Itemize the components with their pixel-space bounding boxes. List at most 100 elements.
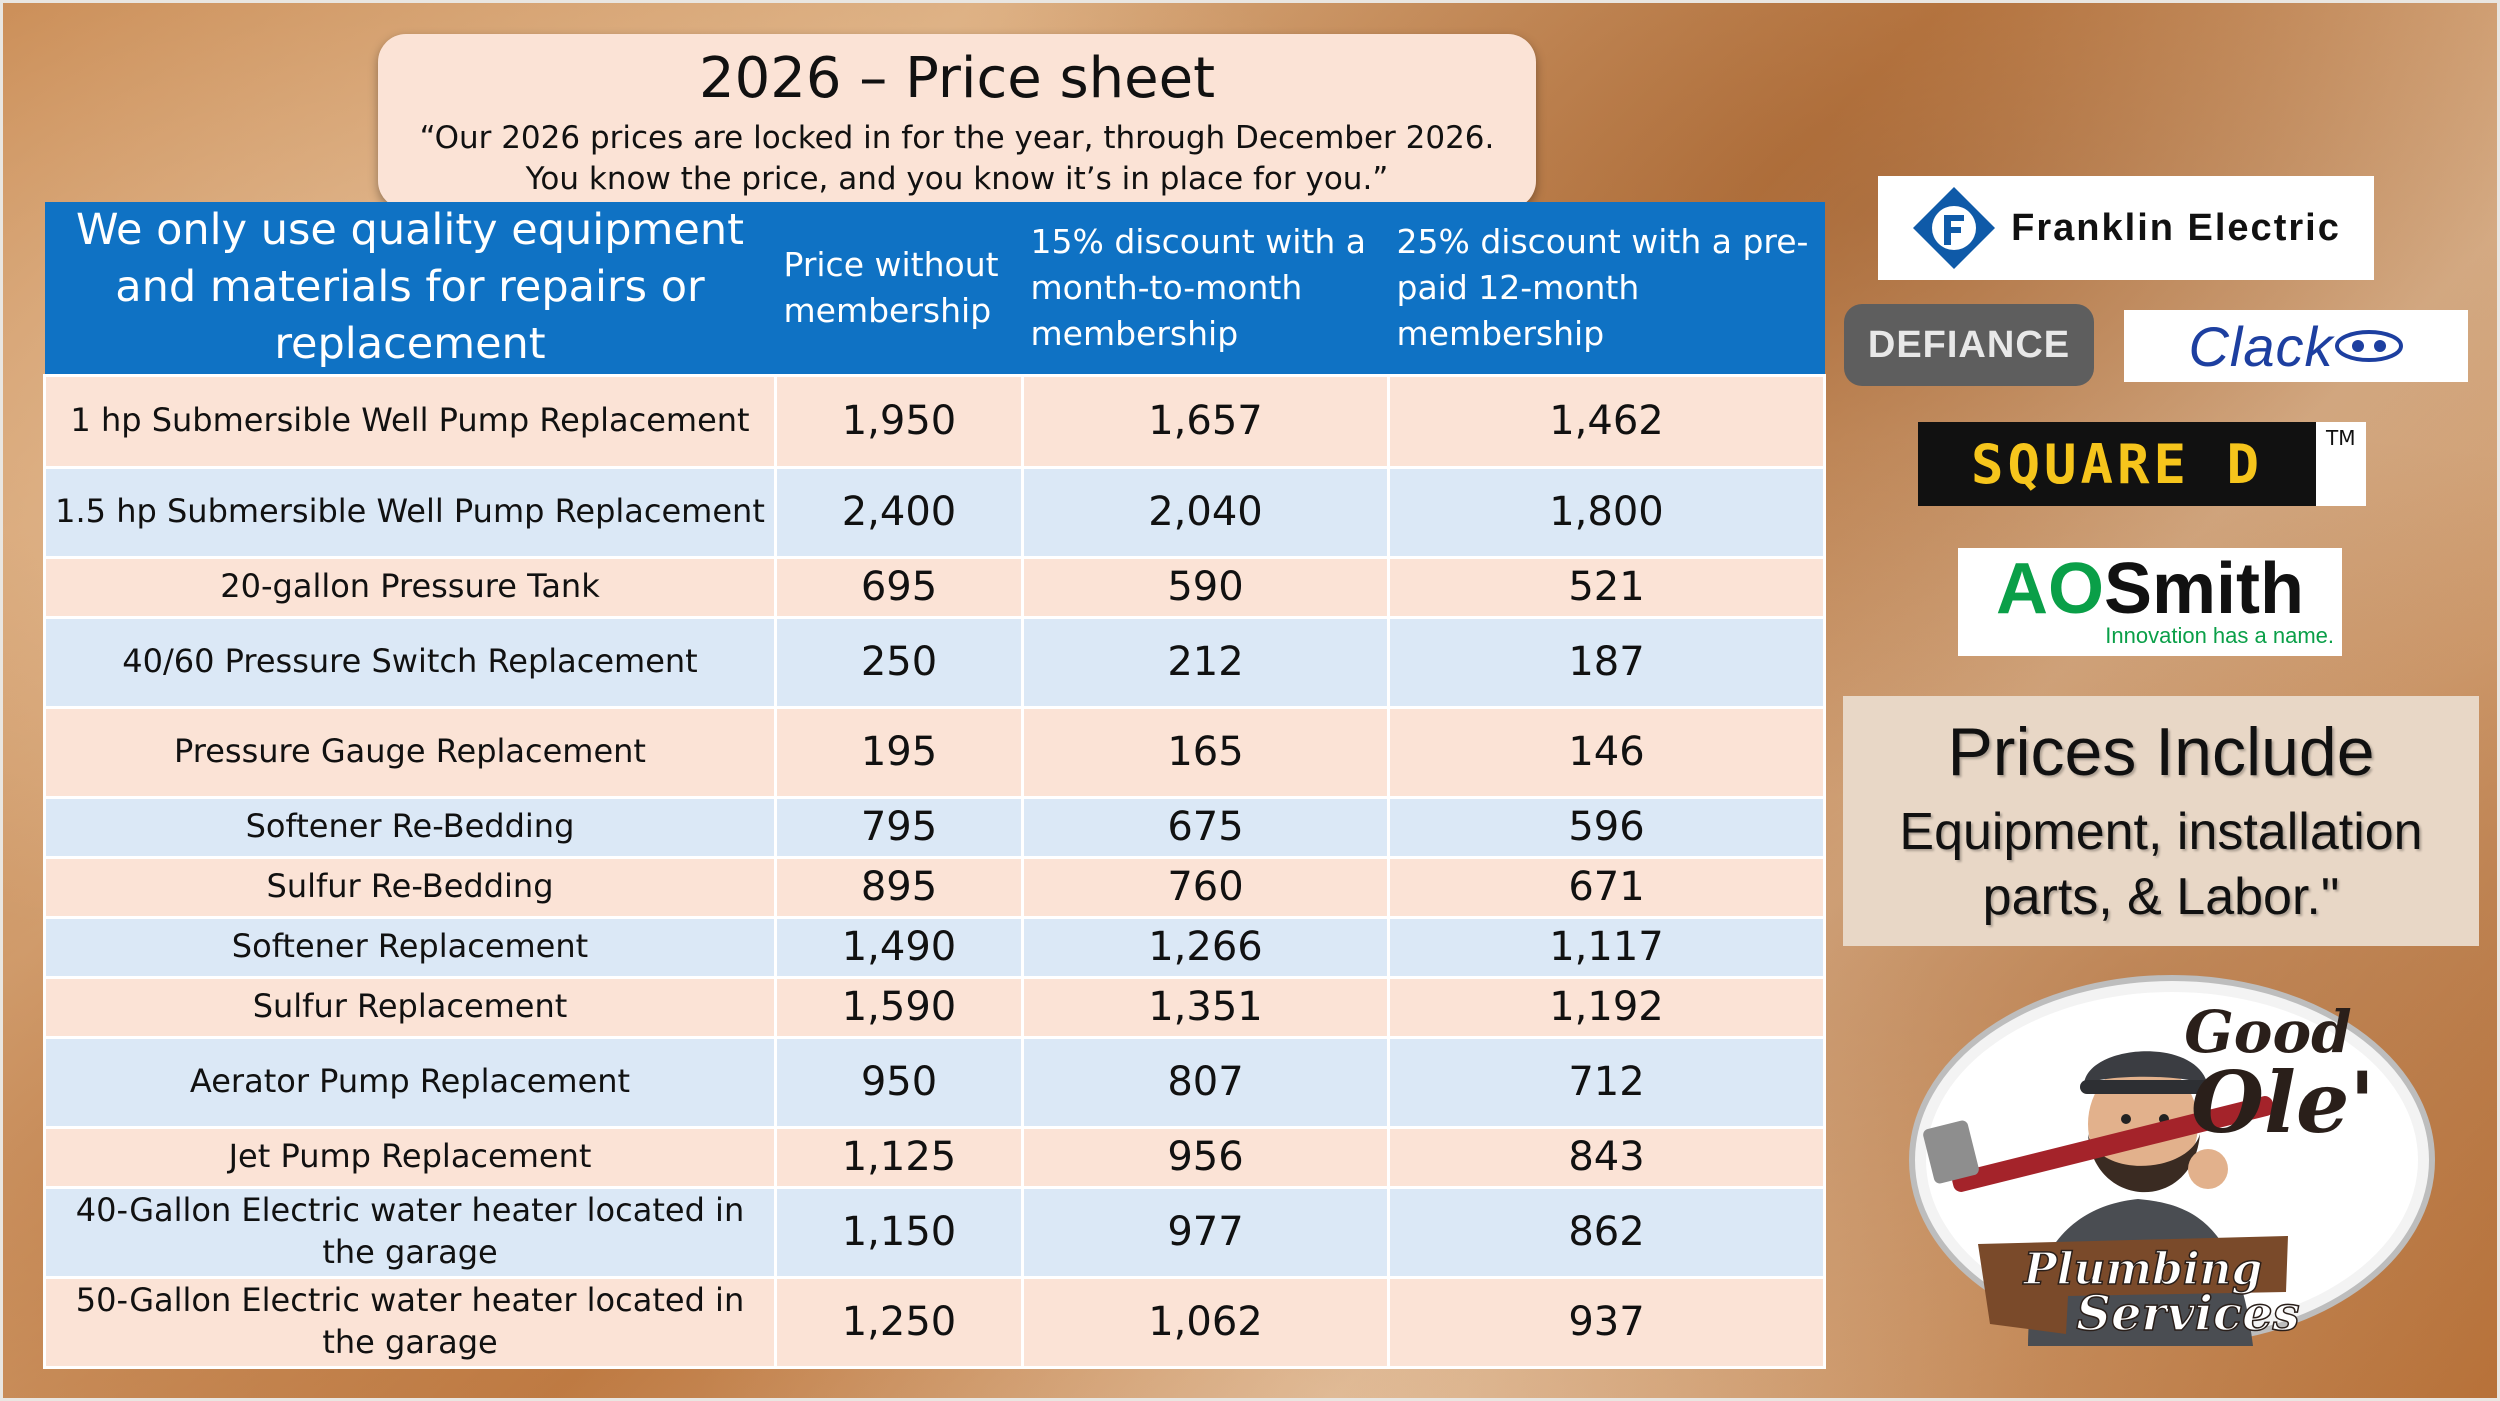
price-cell: 1,150 — [774, 1185, 1024, 1279]
price-cell: 1,250 — [774, 1275, 1024, 1369]
service-cell: 20-gallon Pressure Tank — [43, 555, 777, 619]
service-cell: 1.5 hp Submersible Well Pump Replacement — [43, 465, 777, 559]
service-cell: Sulfur Replacement — [43, 975, 777, 1039]
title-box: 2026 – Price sheet “Our 2026 prices are … — [378, 34, 1536, 209]
monthly-price-cell: 807 — [1021, 1035, 1390, 1129]
prices-include-body: Equipment, installation parts, & Labor." — [1843, 800, 2479, 930]
price-cell: 695 — [774, 555, 1024, 619]
service-cell: 40/60 Pressure Switch Replacement — [43, 615, 777, 709]
table-row: Sulfur Replacement 1,590 1,351 1,192 — [43, 975, 1826, 1039]
monthly-price-cell: 760 — [1021, 855, 1390, 919]
trademark-mark: TM — [2326, 426, 2356, 450]
service-cell: Pressure Gauge Replacement — [43, 705, 777, 799]
table-row: 20-gallon Pressure Tank 695 590 521 — [43, 555, 1826, 619]
monthly-price-cell: 675 — [1021, 795, 1390, 859]
service-cell: 1 hp Submersible Well Pump Replacement — [43, 373, 777, 469]
prepaid-price-cell: 862 — [1387, 1185, 1826, 1279]
monthly-price-cell: 165 — [1021, 705, 1390, 799]
table-header-row: We only use quality equipment and materi… — [44, 202, 1825, 376]
monthly-price-cell: 977 — [1021, 1185, 1390, 1279]
prices-include-heading: Prices Include — [1947, 714, 2375, 790]
table-row: Softener Re-Bedding 795 675 596 — [43, 795, 1826, 859]
prepaid-price-cell: 596 — [1387, 795, 1826, 859]
service-cell: 40-Gallon Electric water heater located … — [43, 1185, 777, 1279]
square-d-badge: SQUARE D — [1918, 422, 2316, 506]
prepaid-price-cell: 1,117 — [1387, 915, 1826, 979]
prepaid-price-cell: 521 — [1387, 555, 1826, 619]
ao-text: AO — [1995, 548, 2104, 629]
column-header-service: We only use quality equipment and materi… — [44, 202, 776, 376]
prepaid-price-cell: 1,800 — [1387, 465, 1826, 559]
prepaid-price-cell: 671 — [1387, 855, 1826, 919]
table-row: Pressure Gauge Replacement 195 165 146 — [43, 705, 1826, 799]
quote-line-2: You know the price, and you know it’s in… — [525, 161, 1389, 198]
table-row: 1 hp Submersible Well Pump Replacement 1… — [43, 373, 1826, 469]
price-cell: 1,950 — [774, 373, 1024, 469]
company-word-ole: Ole' — [2191, 1053, 2375, 1152]
ao-smith-wordmark: AOSmith — [1996, 553, 2304, 625]
smith-text: Smith — [2103, 548, 2304, 629]
table-row: 1.5 hp Submersible Well Pump Replacement… — [43, 465, 1826, 559]
table-row: Jet Pump Replacement 1,125 956 843 — [43, 1125, 1826, 1189]
monthly-price-cell: 2,040 — [1021, 465, 1390, 559]
price-cell: 895 — [774, 855, 1024, 919]
prepaid-price-cell: 1,462 — [1387, 373, 1826, 469]
company-word-good: Good — [2184, 998, 2351, 1066]
service-cell: 50-Gallon Electric water heater located … — [43, 1275, 777, 1369]
column-header-prepaid: 25% discount with a pre-paid 12-month me… — [1388, 202, 1825, 376]
quote-line-1: “Our 2026 prices are locked in for the y… — [419, 119, 1495, 156]
monthly-price-cell: 1,266 — [1021, 915, 1390, 979]
price-cell: 195 — [774, 705, 1024, 799]
price-cell: 795 — [774, 795, 1024, 859]
prices-include-line-1: Equipment, installation — [1899, 803, 2423, 861]
price-cell: 1,125 — [774, 1125, 1024, 1189]
pipe-wrench-icon — [1923, 1096, 2274, 1192]
page-title: 2026 – Price sheet — [698, 46, 1216, 111]
prices-include-line-2: parts, & Labor." — [1982, 868, 2340, 926]
table-row: 40/60 Pressure Switch Replacement 250 21… — [43, 615, 1826, 709]
franklin-diamond-icon — [1913, 187, 1996, 269]
table-row: 50-Gallon Electric water heater located … — [43, 1275, 1826, 1369]
company-logo-badge: Good Ole' Plumbing Services — [1909, 975, 2435, 1346]
service-cell: Sulfur Re-Bedding — [43, 855, 777, 919]
square-d-text: SQUARE D — [1970, 432, 2264, 496]
monthly-price-cell: 212 — [1021, 615, 1390, 709]
monthly-price-cell: 1,062 — [1021, 1275, 1390, 1369]
clack-logo: Clack — [2124, 310, 2468, 382]
wood-sign-icon — [1978, 1236, 2288, 1334]
column-header-price: Price without membership — [775, 202, 1023, 376]
prepaid-price-cell: 187 — [1387, 615, 1826, 709]
prepaid-price-cell: 937 — [1387, 1275, 1826, 1369]
price-lock-quote: “Our 2026 prices are locked in for the y… — [378, 118, 1536, 202]
column-header-monthly: 15% discount with a month-to-month membe… — [1022, 202, 1389, 376]
company-word-services: Services — [2076, 1286, 2299, 1342]
price-cell: 1,490 — [774, 915, 1024, 979]
clack-text: Clack — [2188, 314, 2334, 378]
price-cell: 950 — [774, 1035, 1024, 1129]
prices-include-box: Prices Include Equipment, installation p… — [1843, 696, 2479, 946]
company-word-plumbing: Plumbing — [2022, 1244, 2263, 1295]
monthly-price-cell: 956 — [1021, 1125, 1390, 1189]
square-d-logo: SQUARE D TM — [1918, 422, 2366, 506]
prepaid-price-cell: 712 — [1387, 1035, 1826, 1129]
monthly-price-cell: 1,657 — [1021, 373, 1390, 469]
franklin-electric-logo: Franklin Electric — [1878, 176, 2374, 280]
monthly-price-cell: 1,351 — [1021, 975, 1390, 1039]
price-table: We only use quality equipment and materi… — [43, 202, 1826, 1369]
prepaid-price-cell: 843 — [1387, 1125, 1826, 1189]
table-row: Sulfur Re-Bedding 895 760 671 — [43, 855, 1826, 919]
monthly-price-cell: 590 — [1021, 555, 1390, 619]
table-row: 40-Gallon Electric water heater located … — [43, 1185, 1826, 1279]
prepaid-price-cell: 146 — [1387, 705, 1826, 799]
price-cell: 2,400 — [774, 465, 1024, 559]
prepaid-price-cell: 1,192 — [1387, 975, 1826, 1039]
defiance-text: DEFIANCE — [1867, 323, 2071, 366]
ao-smith-logo: AOSmith Innovation has a name. — [1958, 548, 2342, 656]
franklin-electric-text: Franklin Electric — [2011, 206, 2341, 249]
table-row: Softener Replacement 1,490 1,266 1,117 — [43, 915, 1826, 979]
service-cell: Softener Re-Bedding — [43, 795, 777, 859]
price-cell: 250 — [774, 615, 1024, 709]
service-cell: Jet Pump Replacement — [43, 1125, 777, 1189]
table-row: Aerator Pump Replacement 950 807 712 — [43, 1035, 1826, 1129]
ao-smith-tagline: Innovation has a name. — [2105, 623, 2334, 649]
